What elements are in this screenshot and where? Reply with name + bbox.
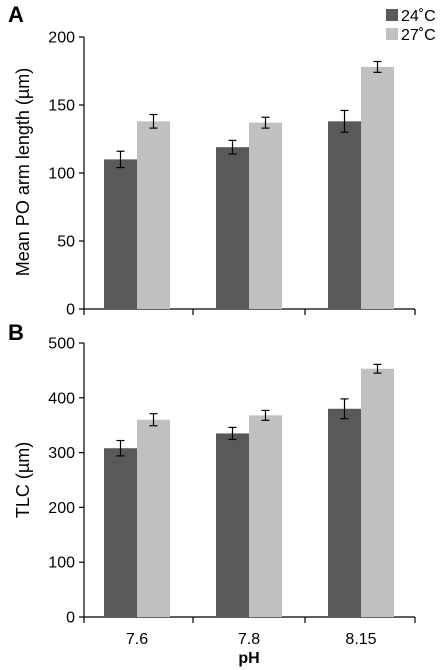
panel-b-bar-27c-8_15 <box>361 368 394 617</box>
panel-a-y-axis-title: Mean PO arm length (µm) <box>13 68 33 276</box>
legend-label-27c: 27˚C <box>401 27 436 44</box>
panel-a-y-tick-label: 100 <box>48 166 75 183</box>
panel-a-y-tick-label: 150 <box>48 98 75 115</box>
legend-label-24c: 24˚C <box>401 8 436 25</box>
panel-b-bar-24c-7_6 <box>104 448 137 617</box>
panel-b-y-tick-label: 0 <box>66 610 75 627</box>
panel-b-bar-27c-7_6 <box>137 419 170 617</box>
panel-a-bar-27c-7_6 <box>137 121 170 309</box>
panel-b-bar-27c-7_8 <box>249 415 282 617</box>
panel-b-bar-24c-7_8 <box>216 433 249 617</box>
panel-b-y-tick-label: 400 <box>48 390 75 407</box>
x-tick-label: 7.8 <box>238 631 260 648</box>
panel-a-bar-27c-8_15 <box>361 66 394 309</box>
x-tick-label: 8.15 <box>345 631 376 648</box>
x-axis-title: pH <box>238 650 259 667</box>
panel-a-bar-27c-7_8 <box>249 122 282 310</box>
legend-swatch-27c <box>386 28 398 40</box>
panel-a-bar-24c-8_15 <box>328 121 361 309</box>
panel-b-plot: 0 100 200 300 400 500 7.6 7.8 8.15 <box>48 336 416 648</box>
panel-b-bar-24c-8_15 <box>328 408 361 617</box>
legend-swatch-24c <box>386 9 398 21</box>
panel-a-bar-24c-7_6 <box>104 159 137 309</box>
panel-b-y-tick-label: 100 <box>48 555 75 572</box>
panel-a-plot: 0 50 100 150 200 <box>48 30 416 319</box>
panel-b-y-axis-title: TLC (µm) <box>13 442 33 518</box>
panel-b-y-tick-label: 500 <box>48 336 75 353</box>
panel-a-y-tick-label: 200 <box>48 30 75 47</box>
panel-a-bar-24c-7_8 <box>216 147 249 309</box>
panel-b-y-tick-label: 300 <box>48 445 75 462</box>
x-tick-label: 7.6 <box>126 631 148 648</box>
panel-a-y-tick-label: 0 <box>66 302 75 319</box>
panel-b-letter: B <box>8 320 24 345</box>
panel-b-y-tick-label: 200 <box>48 500 75 517</box>
panel-a-letter: A <box>8 2 24 27</box>
panel-a-y-tick-label: 50 <box>57 234 75 251</box>
